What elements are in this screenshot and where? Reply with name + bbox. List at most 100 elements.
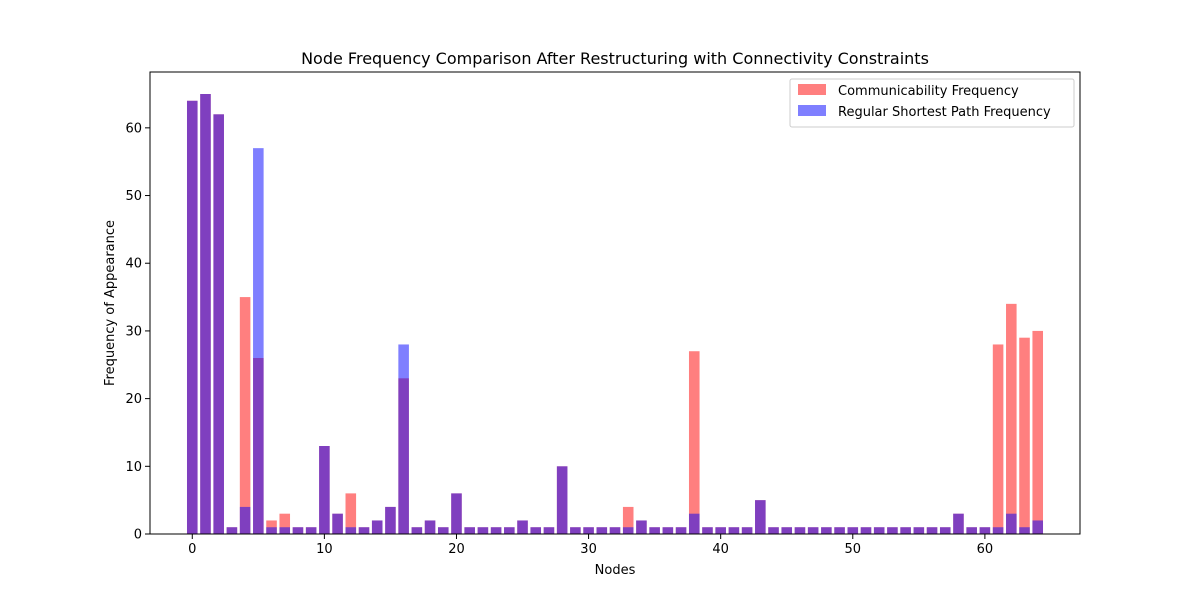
bar-series-1-node-64 — [1032, 520, 1044, 534]
bar-series-1-node-48 — [821, 527, 832, 534]
bar-series-1-node-24 — [504, 527, 515, 534]
bar-series-1-node-31 — [596, 527, 608, 534]
legend: Communicability Frequency Regular Shorte… — [789, 78, 1075, 128]
legend-swatch-communicability — [798, 84, 826, 95]
bar-series-1-node-37 — [675, 527, 687, 534]
y-tick-label: 10 — [125, 460, 142, 475]
x-tick-label: 40 — [712, 542, 729, 557]
bar-series-1-node-17 — [411, 527, 423, 534]
bar-series-0-node-62 — [1006, 303, 1017, 534]
bar-series-1-node-47 — [807, 527, 819, 534]
legend-label-communicability: Communicability Frequency — [838, 84, 1019, 99]
bar-series-1-node-33 — [622, 527, 634, 534]
bar-series-1-node-14 — [371, 520, 383, 534]
bar-series-1-node-21 — [464, 527, 475, 534]
bar-series-1-node-19 — [437, 527, 449, 534]
bar-series-1-node-57 — [939, 527, 951, 534]
x-tick-label: 0 — [188, 542, 196, 557]
bar-series-1-node-5 — [253, 148, 264, 534]
bar-series-1-node-29 — [570, 527, 581, 534]
bar-series-0-node-12 — [345, 493, 357, 534]
bar-series-1-node-12 — [345, 527, 357, 534]
bar-series-1-node-63 — [1019, 527, 1030, 534]
bar-series-1-node-9 — [305, 527, 317, 534]
y-tick-label: 40 — [125, 257, 142, 272]
bar-series-1-node-28 — [556, 466, 568, 534]
bar-series-1-node-25 — [517, 520, 528, 534]
chart-title: Node Frequency Comparison After Restruct… — [301, 49, 929, 68]
y-tick-label: 60 — [125, 121, 142, 136]
bar-series-1-node-39 — [702, 527, 713, 534]
bar-series-1-node-51 — [860, 527, 872, 534]
legend-box — [789, 78, 1075, 128]
x-axis-label: Nodes — [595, 563, 636, 578]
bar-series-0-node-64 — [1032, 330, 1044, 534]
bar-series-1-node-61 — [992, 527, 1004, 534]
bar-series-1-node-3 — [226, 527, 238, 534]
y-tick-label: 30 — [125, 324, 142, 339]
bar-series-1-node-50 — [847, 527, 859, 534]
bar-series-1-node-10 — [319, 446, 330, 534]
bar-series-1-node-38 — [688, 513, 700, 534]
bar-series-1-node-40 — [715, 527, 726, 534]
bar-series-1-node-1 — [200, 94, 211, 534]
bar-series-1-node-60 — [979, 527, 991, 534]
bar-series-1-node-52 — [873, 527, 885, 534]
bar-series-1-node-49 — [834, 527, 845, 534]
bar-series-1-node-35 — [649, 527, 660, 534]
bar-series-1-node-23 — [490, 527, 502, 534]
bar-series-1-node-54 — [900, 527, 911, 534]
bar-series-1-node-13 — [358, 527, 370, 534]
bar-series-1-node-6 — [266, 527, 277, 534]
bar-series-0-node-61 — [992, 344, 1004, 534]
bar-series-1-node-16 — [398, 344, 409, 534]
bar-series-1-node-56 — [926, 527, 938, 534]
bar-series-1-node-42 — [741, 527, 753, 534]
y-axis-label: Frequency of Appearance — [103, 220, 118, 386]
x-tick-label: 10 — [316, 542, 333, 557]
bar-series-1-node-27 — [543, 527, 555, 534]
bar-series-1-node-62 — [1006, 513, 1017, 534]
bar-series-1-node-30 — [583, 527, 594, 534]
bar-series-0-node-4 — [239, 297, 251, 534]
bar-series-1-node-34 — [636, 520, 647, 534]
bar-series-1-node-18 — [424, 520, 436, 534]
bar-series-1-node-44 — [768, 527, 779, 534]
bar-series-1-node-53 — [887, 527, 898, 534]
bars — [186, 94, 1044, 535]
bar-series-1-node-26 — [530, 527, 542, 534]
x-tick-label: 50 — [845, 542, 862, 557]
bar-series-1-node-59 — [966, 527, 977, 534]
y-tick-label: 0 — [134, 528, 142, 543]
bar-series-1-node-8 — [292, 527, 304, 534]
bar-series-1-node-4 — [239, 506, 251, 534]
bar-series-1-node-32 — [609, 527, 621, 534]
x-axis-ticks: 0 10 20 30 40 50 60 — [188, 534, 993, 557]
bar-series-0-node-33 — [622, 506, 634, 534]
bar-series-1-node-11 — [332, 513, 343, 534]
bar-series-1-node-15 — [385, 506, 396, 534]
bar-series-1-node-43 — [755, 500, 766, 534]
x-tick-label: 20 — [448, 542, 465, 557]
bar-series-1-node-55 — [913, 527, 925, 534]
bar-series-1-node-45 — [781, 527, 793, 534]
plot-frame — [149, 71, 1081, 535]
y-tick-label: 20 — [125, 392, 142, 407]
x-tick-label: 60 — [977, 542, 994, 557]
bar-series-0-node-38 — [688, 351, 700, 534]
y-tick-label: 50 — [125, 189, 142, 204]
bar-series-1-node-36 — [662, 527, 674, 534]
bar-series-0-node-7 — [279, 513, 291, 534]
bar-series-1-node-20 — [451, 493, 462, 534]
legend-label-shortest-path: Regular Shortest Path Frequency — [838, 105, 1051, 120]
bar-series-1-node-0 — [186, 100, 198, 535]
y-axis-ticks: 0 10 20 30 40 50 60 — [125, 121, 150, 543]
bar-series-1-node-46 — [794, 527, 806, 534]
bar-series-0-node-63 — [1019, 337, 1030, 534]
bar-series-1-node-7 — [279, 527, 291, 534]
x-tick-label: 30 — [580, 542, 597, 557]
bar-series-1-node-2 — [213, 114, 224, 534]
bar-series-1-node-41 — [728, 527, 740, 534]
bar-series-1-node-22 — [477, 527, 489, 534]
